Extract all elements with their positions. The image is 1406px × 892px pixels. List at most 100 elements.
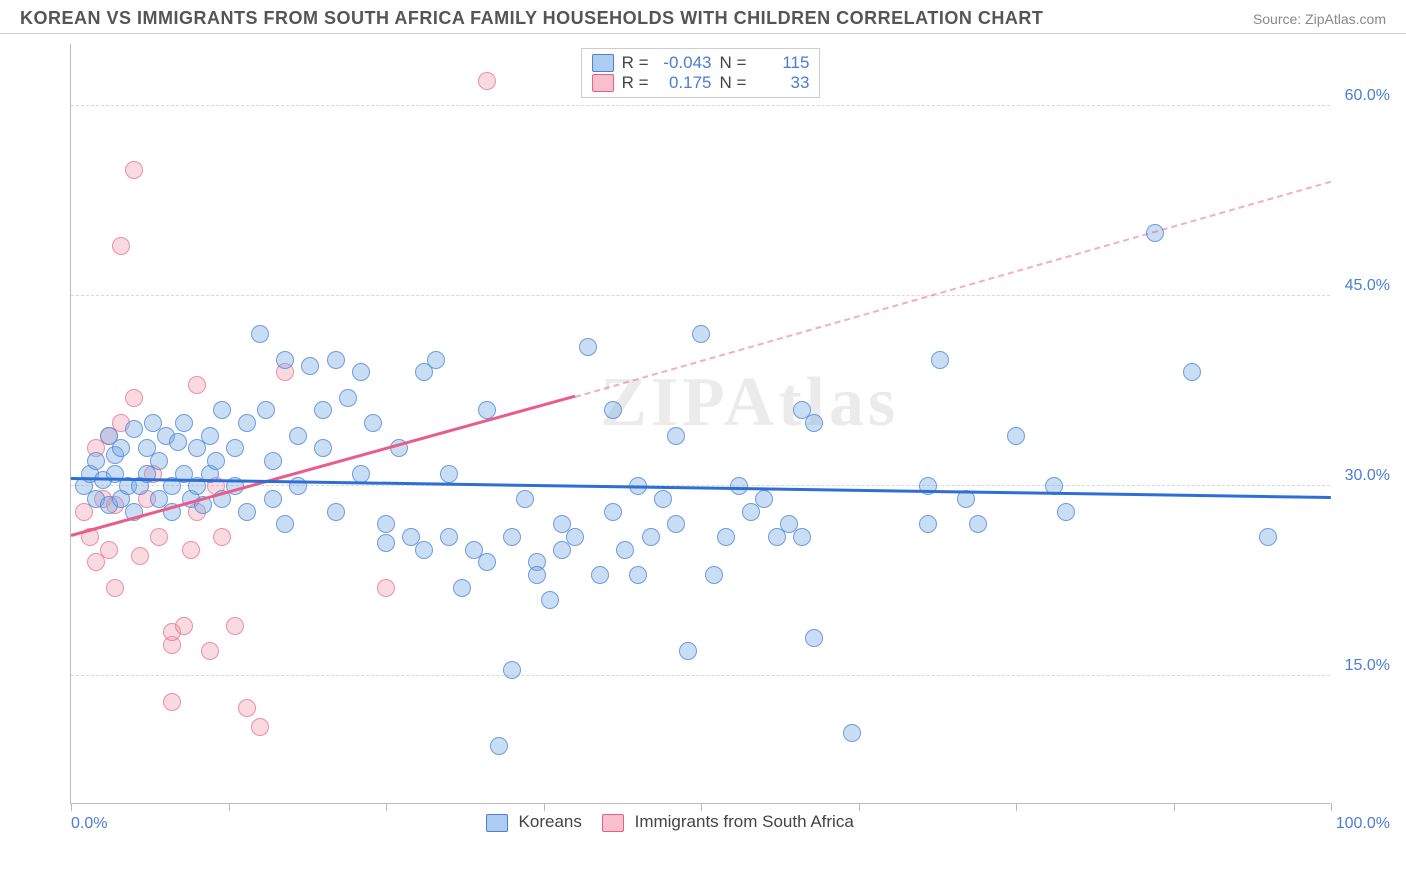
data-point [226, 617, 244, 635]
x-tick [71, 803, 72, 811]
y-tick-label: 45.0% [1345, 277, 1390, 295]
data-point [642, 528, 660, 546]
data-point [440, 528, 458, 546]
legend-label: Immigrants from South Africa [635, 812, 854, 831]
data-point [327, 503, 345, 521]
data-point [257, 401, 275, 419]
data-point [541, 591, 559, 609]
data-point [175, 414, 193, 432]
data-point [276, 351, 294, 369]
x-min-label: 0.0% [71, 815, 107, 833]
data-point [175, 617, 193, 635]
legend-n-label: N = [720, 53, 747, 73]
chart-title: KOREAN VS IMMIGRANTS FROM SOUTH AFRICA F… [20, 8, 1043, 29]
y-tick-label: 15.0% [1345, 657, 1390, 675]
data-point [182, 541, 200, 559]
data-point [314, 439, 332, 457]
data-point [427, 351, 445, 369]
data-point [692, 325, 710, 343]
data-point [112, 439, 130, 457]
data-point [805, 414, 823, 432]
legend-r-label: R = [622, 73, 649, 93]
trend-line [575, 180, 1332, 397]
data-point [251, 325, 269, 343]
data-point [591, 566, 609, 584]
data-point [566, 528, 584, 546]
data-point [106, 579, 124, 597]
data-point [1259, 528, 1277, 546]
data-point [188, 376, 206, 394]
gridline [71, 105, 1330, 106]
data-point [339, 389, 357, 407]
data-point [415, 541, 433, 559]
legend-correlation: R = -0.043 N = 115 R = 0.175 N = 33 [581, 48, 821, 98]
data-point [1007, 427, 1025, 445]
data-point [805, 629, 823, 647]
data-point [125, 420, 143, 438]
legend-r-value: -0.043 [657, 53, 712, 73]
source-label: Source: ZipAtlas.com [1253, 11, 1386, 27]
data-point [201, 642, 219, 660]
legend-swatch-blue [592, 54, 614, 72]
data-point [100, 541, 118, 559]
data-point [679, 642, 697, 660]
data-point [490, 737, 508, 755]
data-point [667, 427, 685, 445]
data-point [251, 718, 269, 736]
y-tick-label: 30.0% [1345, 467, 1390, 485]
data-point [276, 515, 294, 533]
legend-label: Koreans [519, 812, 582, 831]
data-point [314, 401, 332, 419]
data-point [453, 579, 471, 597]
data-point [352, 363, 370, 381]
data-point [931, 351, 949, 369]
data-point [478, 553, 496, 571]
data-point [125, 389, 143, 407]
data-point [755, 490, 773, 508]
data-point [717, 528, 735, 546]
data-point [169, 433, 187, 451]
legend-row: R = -0.043 N = 115 [592, 53, 810, 73]
data-point [264, 490, 282, 508]
data-point [377, 534, 395, 552]
legend-item: Koreans [486, 812, 582, 832]
x-tick [1016, 803, 1017, 811]
data-point [919, 515, 937, 533]
data-point [705, 566, 723, 584]
legend-series: Koreans Immigrants from South Africa [486, 812, 854, 832]
legend-n-label: N = [720, 73, 747, 93]
data-point [352, 465, 370, 483]
data-point [226, 439, 244, 457]
data-point [150, 528, 168, 546]
data-point [125, 161, 143, 179]
data-point [150, 452, 168, 470]
data-point [579, 338, 597, 356]
data-point [163, 693, 181, 711]
data-point [604, 401, 622, 419]
legend-swatch-blue [486, 814, 508, 832]
data-point [377, 579, 395, 597]
data-point [629, 566, 647, 584]
data-point [301, 357, 319, 375]
data-point [264, 452, 282, 470]
data-point [327, 351, 345, 369]
data-point [516, 490, 534, 508]
legend-row: R = 0.175 N = 33 [592, 73, 810, 93]
legend-n-value: 115 [754, 53, 809, 73]
data-point [969, 515, 987, 533]
data-point [440, 465, 458, 483]
data-point [528, 566, 546, 584]
gridline [71, 675, 1330, 676]
legend-swatch-pink [592, 74, 614, 92]
x-tick [544, 803, 545, 811]
data-point [207, 452, 225, 470]
legend-r-value: 0.175 [657, 73, 712, 93]
data-point [131, 547, 149, 565]
x-tick [229, 803, 230, 811]
legend-item: Immigrants from South Africa [602, 812, 854, 832]
scatter-plot: ZIPAtlas R = -0.043 N = 115 R = 0.175 N … [70, 44, 1330, 804]
legend-swatch-pink [602, 814, 624, 832]
data-point [87, 452, 105, 470]
data-point [289, 427, 307, 445]
data-point [377, 515, 395, 533]
